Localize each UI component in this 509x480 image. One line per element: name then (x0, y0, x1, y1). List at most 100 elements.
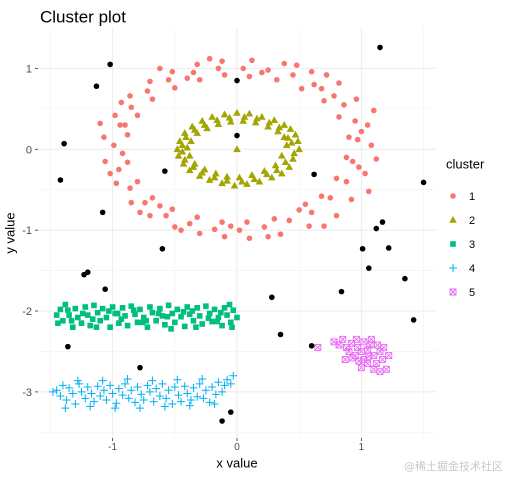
cluster-1-point (265, 67, 271, 73)
legend-key-2 (449, 216, 457, 223)
cluster-1-point (321, 97, 327, 104)
noise-point (162, 168, 168, 174)
cluster-2-point (270, 116, 279, 123)
cluster-2-point (185, 151, 194, 159)
cluster-2-point (271, 161, 280, 169)
cluster-2-point (225, 113, 234, 121)
cluster-3-point (137, 306, 143, 313)
cluster-1-point (165, 76, 172, 83)
cluster-4-point (229, 371, 238, 380)
cluster-4-point (124, 394, 133, 403)
cluster-4-point (118, 391, 127, 400)
cluster-4-point (208, 383, 217, 392)
cluster-3-point (53, 312, 60, 318)
noise-point (373, 225, 380, 232)
cluster-1-point (356, 164, 362, 170)
cluster-1-point (102, 158, 108, 165)
cluster-3-point (234, 314, 240, 321)
cluster-1-point (144, 88, 151, 94)
cluster-3-point (82, 304, 89, 310)
cluster-1-point (117, 122, 123, 128)
cluster-1-point (281, 60, 288, 67)
cluster-1-point (349, 158, 356, 165)
cluster-1-point (236, 227, 243, 233)
cluster-1-point (346, 134, 352, 140)
legend-key-3 (450, 241, 456, 247)
cluster-2-point (223, 176, 231, 184)
cluster-3-point (119, 305, 126, 311)
cluster-2-point (280, 121, 289, 128)
cluster-2-point (183, 143, 192, 151)
cluster-1-point (128, 199, 135, 206)
cluster-1-point (219, 219, 225, 225)
cluster-4-point (135, 404, 144, 413)
cluster-2-point (218, 179, 226, 187)
cluster-3-point (143, 317, 150, 324)
cluster-4-point (174, 391, 183, 400)
noise-point (359, 245, 366, 252)
cluster-1-point (343, 154, 350, 161)
cluster-4-point (199, 394, 208, 403)
cluster-4-point (81, 394, 90, 403)
cluster-4-point (62, 395, 71, 404)
cluster-1-point (122, 122, 128, 128)
y-tick-label: 1 (26, 63, 32, 75)
cluster-2-point (214, 120, 223, 128)
cluster-5-point (352, 335, 360, 343)
cluster-1-point (163, 212, 169, 219)
cluster-3-point (196, 313, 203, 319)
cluster-4-point (152, 384, 161, 393)
cluster-1-points (97, 55, 380, 242)
cluster-4-point (65, 383, 74, 392)
cluster-1-point (358, 128, 365, 135)
cluster-2-point (282, 141, 291, 149)
cluster-3-point (72, 305, 79, 312)
cluster-1-point (196, 76, 203, 83)
noise-point (57, 177, 64, 183)
cluster-1-point (336, 80, 342, 86)
cluster-2-point (173, 145, 182, 153)
noise-point (61, 140, 67, 147)
cluster-3-point (130, 307, 137, 314)
cluster-4-point (123, 374, 132, 383)
cluster-2-point (223, 172, 231, 180)
cluster-2-point (289, 155, 297, 162)
cluster-5-point (376, 368, 384, 376)
cluster-2-point (253, 114, 261, 122)
noise-point (159, 245, 166, 252)
cluster-1-point (244, 219, 250, 225)
cluster-2-point (291, 130, 300, 138)
cluster-4-point (137, 390, 146, 399)
cluster-5-point (372, 360, 380, 368)
cluster-3-point (118, 316, 125, 322)
cluster-2-point (265, 118, 274, 126)
cluster-1-point (373, 156, 380, 162)
cluster-4-point (121, 379, 130, 388)
cluster-3-point (78, 320, 85, 326)
cluster-2-point (185, 166, 194, 174)
cluster-1-point (331, 93, 337, 99)
chart-title: Cluster plot (40, 7, 126, 26)
cluster-1-point (190, 69, 197, 76)
cluster-1-point (172, 224, 178, 230)
cluster-4-point (149, 397, 158, 406)
cluster-1-point (274, 76, 280, 83)
cluster-2-point (294, 137, 302, 145)
cluster-3-point (97, 317, 103, 324)
noise-point (234, 132, 240, 139)
cluster-2-point (251, 118, 260, 126)
cluster-3-point (62, 301, 69, 308)
x-tick-label: 1 (359, 442, 365, 453)
cluster-4-point (160, 402, 169, 411)
cluster-3-point (128, 303, 135, 309)
cluster-2-point (180, 129, 189, 136)
cluster-4-point (106, 381, 115, 390)
cluster-1-point (352, 118, 358, 124)
noise-point (308, 343, 315, 349)
cluster-1-point (293, 62, 300, 68)
cluster-3-point (214, 318, 220, 325)
cluster-3-point (155, 310, 162, 317)
cluster-1-point (127, 185, 133, 191)
cluster-2-point (210, 173, 219, 181)
